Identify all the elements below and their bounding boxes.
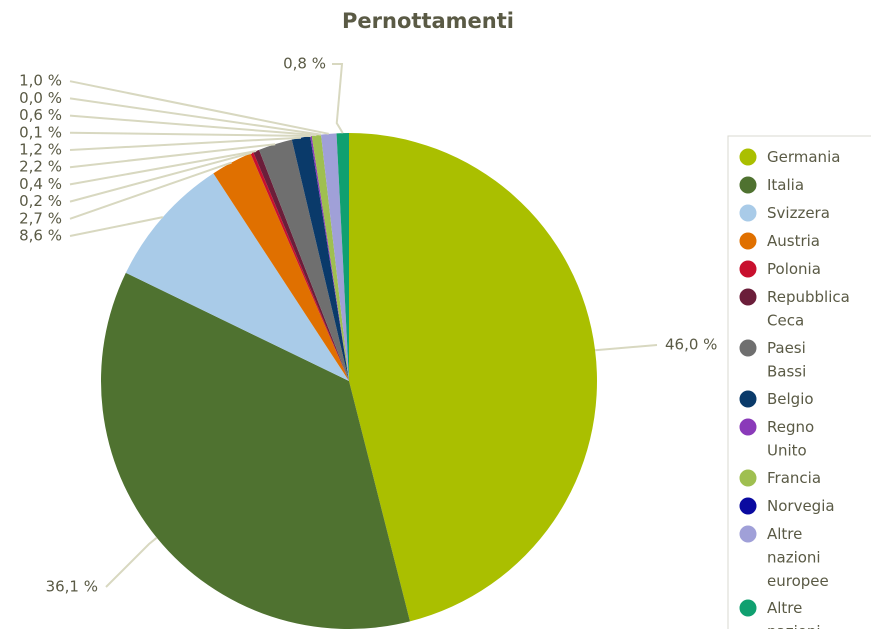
pie-slice (213, 153, 349, 381)
legend-swatch (738, 598, 758, 618)
pie-slice (349, 133, 597, 622)
legend-label: Altre nazioni (767, 599, 821, 629)
data-label: 46,0 % (665, 336, 717, 354)
leader-line (595, 344, 658, 352)
data-label: 0,1 % (19, 123, 62, 141)
pie-slice (310, 135, 349, 381)
legend-label: Paesi Bassi (767, 339, 811, 381)
legend-label: Svizzera (767, 204, 830, 222)
legend-label: Germania (767, 148, 840, 166)
legend-label: Altre nazioni europee (767, 525, 829, 590)
pie-slice (291, 136, 349, 381)
data-label: 2,7 % (19, 209, 62, 227)
chart-title: Pernottamenti (342, 9, 514, 33)
pie-slice (259, 139, 349, 381)
leader-line (105, 536, 158, 588)
pie-slice (253, 149, 349, 381)
legend-swatch (738, 338, 758, 358)
data-label: 0,4 % (19, 175, 62, 193)
legend-label: Belgio (767, 390, 814, 408)
data-label: 1,0 % (19, 72, 62, 90)
leader-line (69, 80, 329, 135)
data-label: 1,2 % (19, 141, 62, 159)
legend-swatch (738, 203, 758, 223)
pie-slice (336, 133, 349, 381)
leader-line (69, 150, 257, 186)
pie-slice (125, 173, 349, 381)
legend-label: Repubblica Ceca (767, 288, 855, 330)
leader-line (69, 216, 164, 237)
data-label: 0,8 % (283, 55, 326, 73)
leader-line (69, 161, 232, 220)
leader-line (69, 151, 253, 203)
pie-slice (320, 133, 349, 381)
legend-label: Austria (767, 232, 820, 250)
data-label: 0,2 % (19, 192, 62, 210)
legend-swatch (738, 147, 758, 167)
legend-label: Polonia (767, 260, 821, 278)
pie-slice (311, 134, 349, 381)
pie-slice (100, 272, 410, 629)
pie-slice (250, 152, 349, 381)
leader-line (69, 143, 276, 169)
leader-line (69, 97, 322, 136)
data-label: 36,1 % (46, 578, 98, 596)
legend-swatch (738, 496, 758, 516)
legend-swatch (738, 287, 758, 307)
data-label: 8,6 % (19, 227, 62, 245)
data-label: 0,0 % (19, 89, 62, 107)
legend-swatch (738, 231, 758, 251)
legend-swatch (738, 389, 758, 409)
leader-line (332, 63, 344, 134)
legend-swatch (738, 175, 758, 195)
legend-label: Francia (767, 469, 821, 487)
data-label: 2,2 % (19, 158, 62, 176)
legend-label: Italia (767, 176, 804, 194)
legend-swatch (738, 417, 758, 437)
leader-line (69, 114, 317, 137)
legend-swatch (738, 524, 758, 544)
leader-line (69, 131, 311, 137)
legend-swatch (738, 259, 758, 279)
legend-label: Norvegia (767, 497, 835, 515)
legend-label: Regno Unito (767, 418, 819, 460)
leader-line (69, 136, 302, 151)
data-label: 0,6 % (19, 106, 62, 124)
legend-swatch (738, 468, 758, 488)
